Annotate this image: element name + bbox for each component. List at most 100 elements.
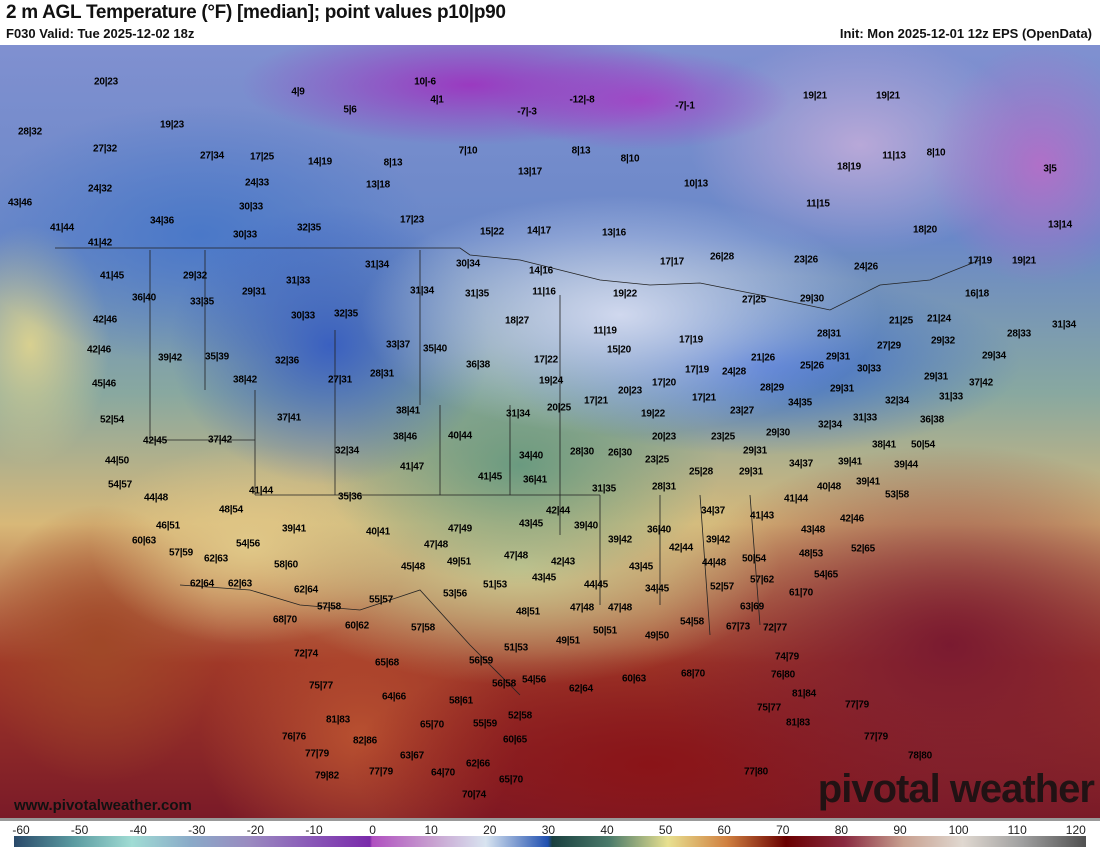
point-value-p10-p90: 28|30 bbox=[569, 446, 595, 458]
point-value-p10-p90: 31|33 bbox=[285, 275, 311, 287]
point-value-p10-p90: 65|70 bbox=[498, 774, 524, 786]
point-value-p10-p90: 29|34 bbox=[981, 350, 1007, 362]
point-value-p10-p90: -7|-3 bbox=[517, 106, 537, 118]
point-value-p10-p90: 27|25 bbox=[741, 294, 767, 306]
colorbar-tick-label: 0 bbox=[369, 823, 376, 837]
point-value-p10-p90: 41|42 bbox=[87, 237, 113, 249]
point-value-p10-p90: 23|25 bbox=[644, 454, 670, 466]
colorbar-tick-label: 90 bbox=[893, 823, 907, 837]
point-value-p10-p90: 17|20 bbox=[651, 377, 677, 389]
point-value-p10-p90: 47|48 bbox=[607, 602, 633, 614]
point-value-p10-p90: 45|46 bbox=[91, 378, 117, 390]
point-value-p10-p90: 54|56 bbox=[521, 674, 547, 686]
point-value-p10-p90: 52|58 bbox=[507, 710, 533, 722]
point-value-p10-p90: 78|80 bbox=[907, 750, 933, 762]
point-value-p10-p90: 24|33 bbox=[244, 177, 270, 189]
colorbar-tick-label: 20 bbox=[483, 823, 497, 837]
point-value-p10-p90: 19|24 bbox=[538, 375, 564, 387]
point-value-p10-p90: 29|31 bbox=[241, 286, 267, 298]
point-value-p10-p90: 13|17 bbox=[517, 166, 543, 178]
point-value-p10-p90: 29|31 bbox=[923, 371, 949, 383]
point-value-p10-p90: 34|37 bbox=[700, 505, 726, 517]
point-value-p10-p90: 34|45 bbox=[644, 583, 670, 595]
point-value-p10-p90: 24|28 bbox=[721, 366, 747, 378]
point-value-p10-p90: 72|77 bbox=[762, 622, 788, 634]
point-value-p10-p90: 44|48 bbox=[143, 492, 169, 504]
point-value-p10-p90: 55|59 bbox=[472, 718, 498, 730]
point-value-p10-p90: 41|44 bbox=[49, 222, 75, 234]
point-value-p10-p90: 38|42 bbox=[232, 374, 258, 386]
colorbar-tick-label: -40 bbox=[129, 823, 147, 837]
point-value-p10-p90: 42|44 bbox=[668, 542, 694, 554]
point-value-p10-p90: 41|47 bbox=[399, 461, 425, 473]
point-value-p10-p90: 18|27 bbox=[504, 315, 530, 327]
point-value-p10-p90: 31|34 bbox=[1051, 319, 1077, 331]
point-value-p10-p90: 27|31 bbox=[327, 374, 353, 386]
point-value-p10-p90: 43|45 bbox=[628, 561, 654, 573]
point-value-p10-p90: 17|25 bbox=[249, 151, 275, 163]
point-value-p10-p90: 77|80 bbox=[743, 766, 769, 778]
point-value-p10-p90: 74|79 bbox=[774, 651, 800, 663]
point-value-p10-p90: 39|41 bbox=[855, 476, 881, 488]
point-value-p10-p90: -12|-8 bbox=[569, 94, 595, 106]
point-value-p10-p90: 17|21 bbox=[583, 395, 609, 407]
point-value-p10-p90: 38|41 bbox=[395, 405, 421, 417]
point-value-p10-p90: 52|65 bbox=[850, 543, 876, 555]
point-value-p10-p90: 77|79 bbox=[368, 766, 394, 778]
point-value-p10-p90: 15|22 bbox=[479, 226, 505, 238]
point-value-p10-p90: 20|23 bbox=[617, 385, 643, 397]
point-value-p10-p90: 31|34 bbox=[409, 285, 435, 297]
point-value-p10-p90: 19|21 bbox=[875, 90, 901, 102]
point-value-p10-p90: 60|65 bbox=[502, 734, 528, 746]
point-value-p10-p90: 29|32 bbox=[182, 270, 208, 282]
point-value-p10-p90: 39|42 bbox=[705, 534, 731, 546]
point-value-p10-p90: 72|74 bbox=[293, 648, 319, 660]
point-value-p10-p90: 29|32 bbox=[930, 335, 956, 347]
point-value-p10-p90: 31|35 bbox=[464, 288, 490, 300]
valid-time: F030 Valid: Tue 2025-12-02 18z bbox=[6, 26, 195, 41]
point-value-p10-p90: 40|44 bbox=[447, 430, 473, 442]
colorbar-tick-label: 60 bbox=[717, 823, 731, 837]
colorbar-tick-label: 110 bbox=[1007, 823, 1027, 837]
point-value-p10-p90: 28|31 bbox=[816, 328, 842, 340]
point-value-p10-p90: 21|24 bbox=[926, 313, 952, 325]
point-value-p10-p90: 39|41 bbox=[281, 523, 307, 535]
point-value-p10-p90: 50|51 bbox=[592, 625, 618, 637]
colorbar-tick-label: 80 bbox=[834, 823, 849, 837]
point-value-p10-p90: 35|36 bbox=[337, 491, 363, 503]
point-value-p10-p90: 27|32 bbox=[92, 143, 118, 155]
point-value-p10-p90: 49|51 bbox=[555, 635, 581, 647]
point-value-p10-p90: 39|42 bbox=[157, 352, 183, 364]
point-value-p10-p90: 3|5 bbox=[1043, 163, 1057, 175]
pivotal-weather-logo: pivotal weather bbox=[817, 767, 1095, 811]
point-value-p10-p90: 21|25 bbox=[888, 315, 914, 327]
point-value-p10-p90: 39|42 bbox=[607, 534, 633, 546]
point-value-p10-p90: 57|58 bbox=[316, 601, 342, 613]
colorbar-tick-label: -60 bbox=[12, 823, 30, 837]
point-value-p10-p90: 65|68 bbox=[374, 657, 400, 669]
point-value-p10-p90: 13|14 bbox=[1047, 219, 1073, 231]
point-value-p10-p90: 39|44 bbox=[893, 459, 919, 471]
point-value-p10-p90: 81|83 bbox=[785, 717, 811, 729]
point-value-p10-p90: 17|23 bbox=[399, 214, 425, 226]
point-value-p10-p90: 63|67 bbox=[399, 750, 425, 762]
point-value-p10-p90: 8|10 bbox=[926, 147, 946, 159]
point-value-p10-p90: 29|31 bbox=[829, 383, 855, 395]
point-value-p10-p90: 32|35 bbox=[333, 308, 359, 320]
point-value-p10-p90: 61|70 bbox=[788, 587, 814, 599]
point-value-p10-p90: 62|64 bbox=[293, 584, 319, 596]
point-value-p10-p90: 17|19 bbox=[678, 334, 704, 346]
point-value-p10-p90: 77|79 bbox=[304, 748, 330, 760]
point-value-p10-p90: 30|34 bbox=[455, 258, 481, 270]
point-value-p10-p90: 48|53 bbox=[798, 548, 824, 560]
point-value-p10-p90: 17|21 bbox=[691, 392, 717, 404]
point-value-p10-p90: 34|35 bbox=[787, 397, 813, 409]
point-value-p10-p90: 29|31 bbox=[825, 351, 851, 363]
point-value-p10-p90: 52|54 bbox=[99, 414, 125, 426]
point-value-p10-p90: 51|53 bbox=[503, 642, 529, 654]
point-value-p10-p90: 25|26 bbox=[799, 360, 825, 372]
point-value-p10-p90: 4|1 bbox=[430, 94, 444, 106]
point-value-p10-p90: 23|25 bbox=[710, 431, 736, 443]
point-value-p10-p90: 53|58 bbox=[884, 489, 910, 501]
colorbar-tick-label: 100 bbox=[948, 823, 969, 837]
